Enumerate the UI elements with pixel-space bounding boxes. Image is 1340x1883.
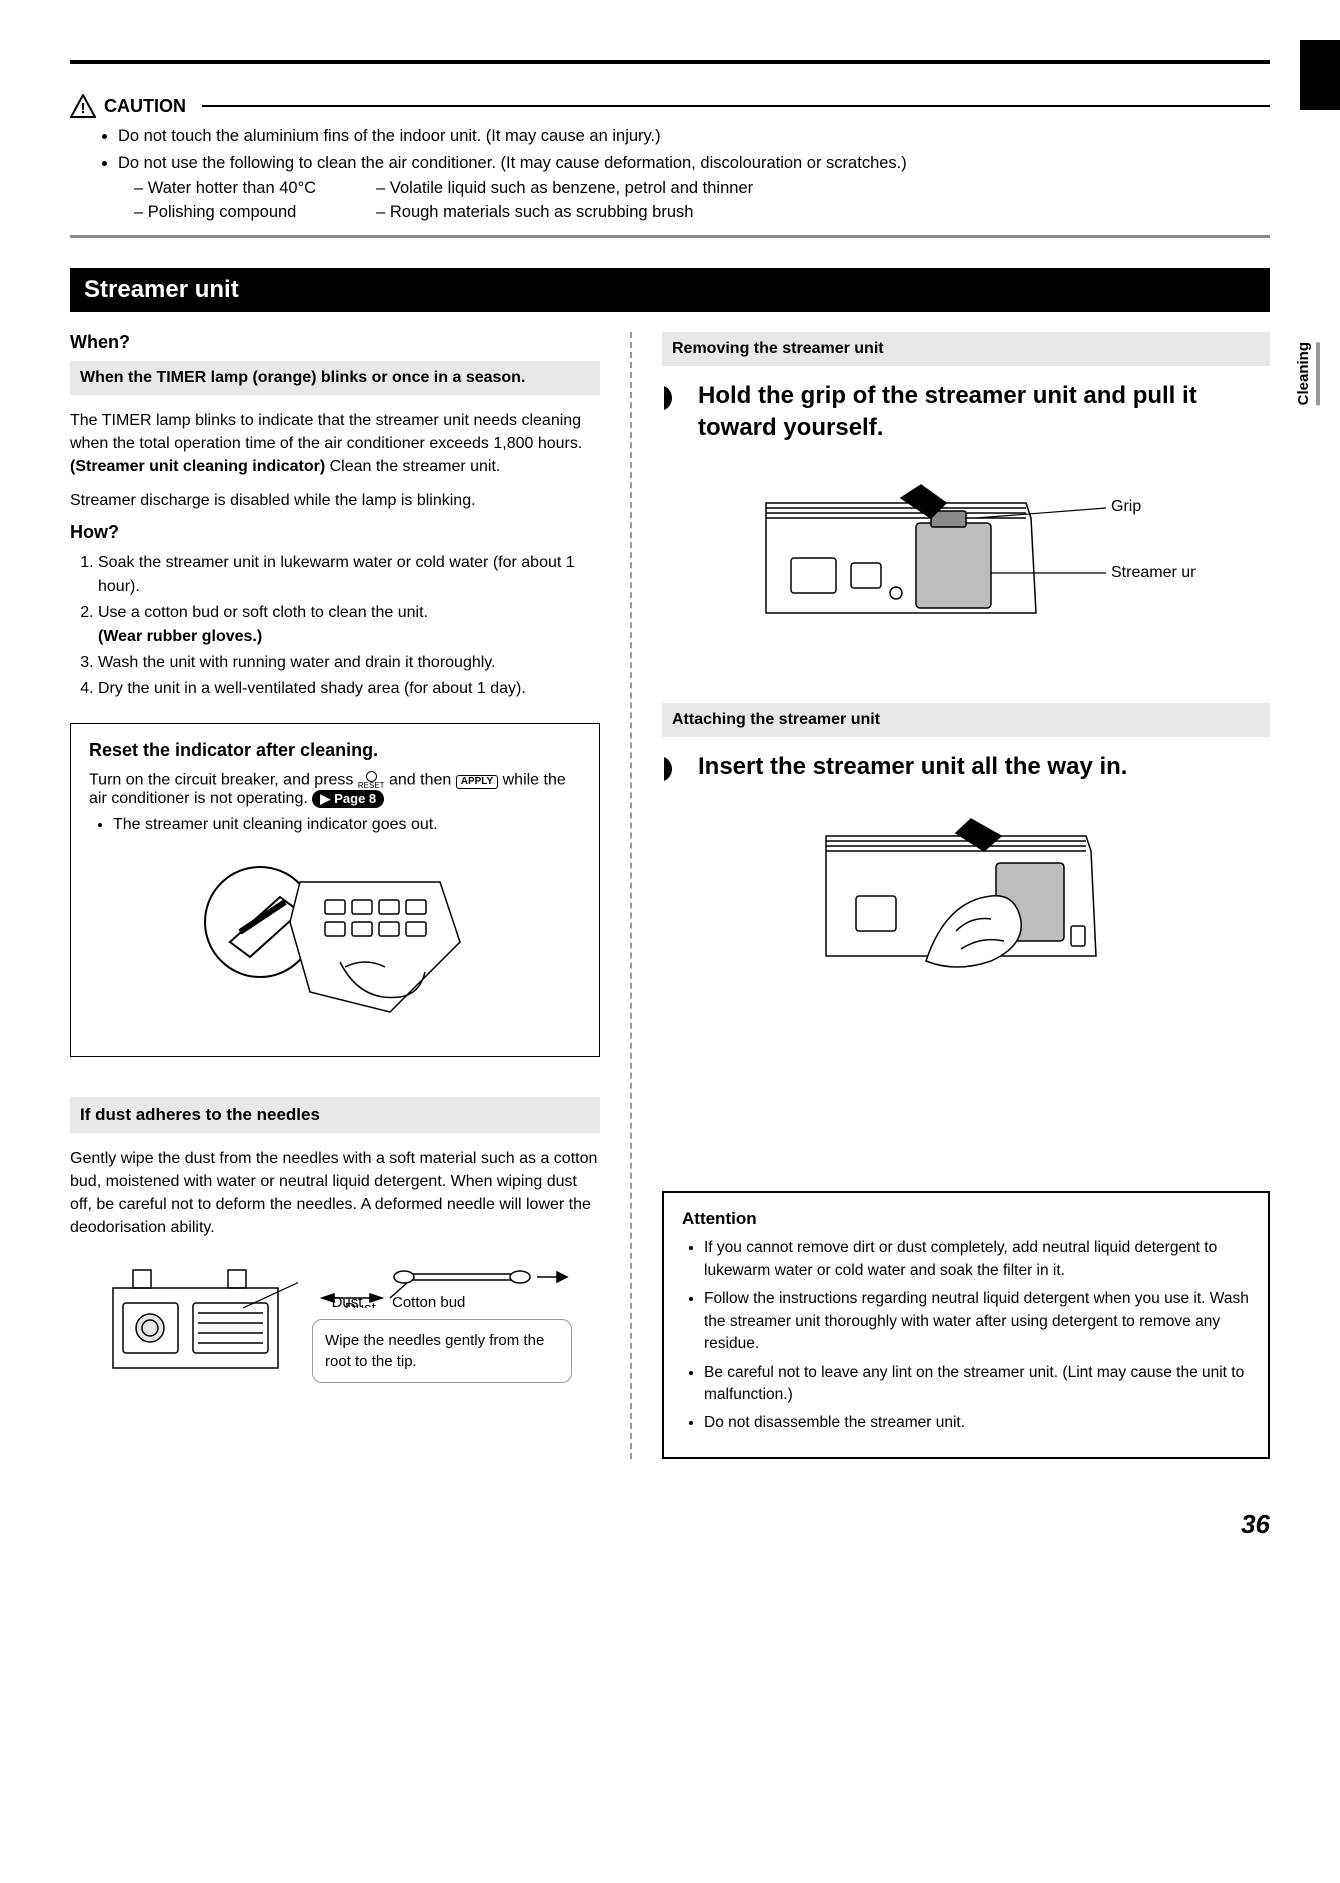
attention-box: Attention If you cannot remove dirt or d… xyxy=(662,1191,1270,1459)
step: Soak the streamer unit in lukewarm water… xyxy=(98,551,600,599)
reset-bullet: The streamer unit cleaning indicator goe… xyxy=(113,816,581,834)
how-steps: Soak the streamer unit in lukewarm water… xyxy=(70,551,600,701)
right-column: Removing the streamer unit Hold the grip… xyxy=(630,332,1270,1459)
timer-paragraph: The TIMER lamp blinks to indicate that t… xyxy=(70,409,600,479)
when-heading: When? xyxy=(70,332,600,353)
attention-item: Be careful not to leave any lint on the … xyxy=(704,1362,1250,1407)
bullet-icon xyxy=(662,384,684,412)
page-ref-badge: ▶ Page 8 xyxy=(312,790,384,808)
step: Use a cotton bud or soft cloth to clean … xyxy=(98,601,600,649)
warning-icon: ! xyxy=(70,94,96,118)
sub-item: Polishing compound xyxy=(134,200,316,225)
two-column-layout: Cleaning When? When the TIMER lamp (oran… xyxy=(70,332,1270,1459)
cotton-bud-label: Cotton bud xyxy=(392,1294,465,1311)
needle-diagram: Dust Dust Cotton bud Wipe the needles ge… xyxy=(70,1258,600,1388)
reset-box: Reset the indicator after cleaning. Turn… xyxy=(70,723,600,1057)
caution-rule xyxy=(202,105,1270,107)
left-column: When? When the TIMER lamp (orange) blink… xyxy=(70,332,630,1459)
caution-item: Do not use the following to clean the ai… xyxy=(118,151,1270,225)
step-bold: (Wear rubber gloves.) xyxy=(98,628,262,645)
attaching-strip: Attaching the streamer unit xyxy=(662,703,1270,737)
page-ref-text: Page 8 xyxy=(334,791,376,806)
remote-diagram xyxy=(89,852,581,1022)
reset-label: RESET xyxy=(358,782,385,790)
caution-block: ! CAUTION Do not touch the aluminium fin… xyxy=(70,94,1270,225)
svg-text:!: ! xyxy=(81,100,86,117)
text: Turn on the circuit breaker, and press xyxy=(89,771,358,788)
apply-button-icon: APPLY xyxy=(456,775,498,789)
dust-paragraph: Gently wipe the dust from the needles wi… xyxy=(70,1147,600,1240)
reset-title: Reset the indicator after cleaning. xyxy=(89,740,581,761)
caution-item: Do not touch the aluminium fins of the i… xyxy=(118,124,1270,149)
attach-diagram xyxy=(662,801,1270,991)
text: Clean the streamer unit. xyxy=(325,458,500,475)
top-rule xyxy=(70,60,1270,64)
when-strip: When the TIMER lamp (orange) blinks or o… xyxy=(70,361,600,395)
sub-item: Water hotter than 40°C xyxy=(134,176,316,201)
caution-sub-items: Water hotter than 40°C Polishing compoun… xyxy=(118,176,1270,226)
page-number: 36 xyxy=(70,1509,1270,1540)
bold-text: (Streamer unit cleaning indicator) xyxy=(70,458,325,475)
side-tab-label: Cleaning xyxy=(1295,342,1320,405)
remove-diagram: Grip Streamer unit xyxy=(662,463,1270,653)
reset-text: Turn on the circuit breaker, and press R… xyxy=(89,771,581,808)
attach-heading: Insert the streamer unit all the way in. xyxy=(698,751,1127,783)
step: Dry the unit in a well-ventilated shady … xyxy=(98,677,600,701)
grip-callout: Grip xyxy=(1111,498,1141,515)
divider xyxy=(70,235,1270,238)
unit-callout: Streamer unit xyxy=(1111,564,1196,581)
attention-item: Follow the instructions regarding neutra… xyxy=(704,1288,1250,1355)
section-title: Streamer unit xyxy=(70,268,1270,312)
corner-tab xyxy=(1300,40,1340,110)
attention-item: If you cannot remove dirt or dust comple… xyxy=(704,1237,1250,1282)
removing-strip: Removing the streamer unit xyxy=(662,332,1270,366)
attention-item: Do not disassemble the streamer unit. xyxy=(704,1412,1250,1434)
caution-title: CAUTION xyxy=(104,96,186,117)
remove-heading-row: Hold the grip of the streamer unit and p… xyxy=(662,380,1270,445)
text: The TIMER lamp blinks to indicate that t… xyxy=(70,412,582,452)
caution-item-text: Do not use the following to clean the ai… xyxy=(118,154,907,172)
attach-heading-row: Insert the streamer unit all the way in. xyxy=(662,751,1270,783)
step-text: Use a cotton bud or soft cloth to clean … xyxy=(98,604,428,621)
dust-label: Dust xyxy=(312,1294,382,1311)
wipe-instruction: Wipe the needles gently from the root to… xyxy=(312,1319,572,1383)
remove-heading: Hold the grip of the streamer unit and p… xyxy=(698,380,1270,445)
caution-list: Do not touch the aluminium fins of the i… xyxy=(70,124,1270,225)
bullet-icon xyxy=(662,755,684,783)
step: Wash the unit with running water and dra… xyxy=(98,651,600,675)
attention-list: If you cannot remove dirt or dust comple… xyxy=(682,1237,1250,1435)
sub-item: Volatile liquid such as benzene, petrol … xyxy=(376,176,753,201)
reset-button-icon: RESET xyxy=(358,771,385,790)
how-heading: How? xyxy=(70,522,600,543)
attention-title: Attention xyxy=(682,1209,1250,1229)
discharge-note: Streamer discharge is disabled while the… xyxy=(70,489,600,512)
text: and then xyxy=(389,771,456,788)
dust-heading: If dust adheres to the needles xyxy=(70,1097,600,1133)
sub-item: Rough materials such as scrubbing brush xyxy=(376,200,753,225)
